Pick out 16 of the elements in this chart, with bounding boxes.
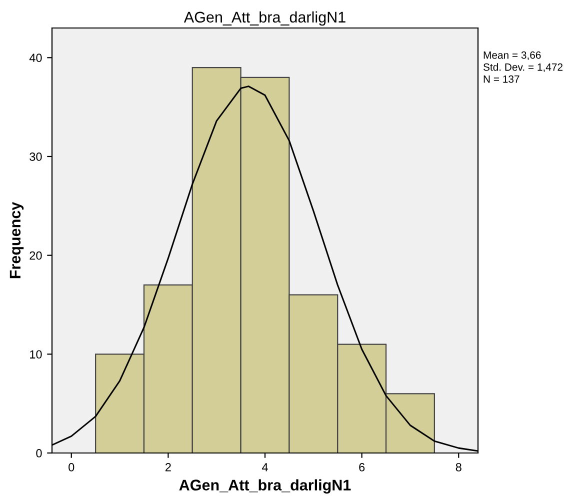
x-tick-label: 2 (165, 463, 171, 472)
text: Mean = 3,66 (484, 51, 541, 60)
y-tick-label: 10 (30, 350, 42, 359)
x-tick-label: 6 (359, 463, 365, 472)
y-tick-label: 40 (29, 54, 42, 62)
chart-title: AGen_Att_bra_darligN1 (184, 11, 346, 26)
x-axis-title: AGen_Att_bra_darligN1 (179, 479, 351, 494)
y-tick-label: 0 (36, 449, 42, 458)
y-axis-title: Frequency (10, 202, 24, 278)
x-tick-label: 8 (456, 463, 462, 472)
y-tick-label: 20 (30, 251, 42, 260)
y-tick-label: 30 (30, 152, 42, 161)
text: Std. Dev. = 1,472 (483, 63, 562, 72)
x-tick-label: 4 (262, 463, 268, 472)
text: N = 137 (484, 75, 520, 83)
x-tick-label: 0 (68, 463, 74, 472)
